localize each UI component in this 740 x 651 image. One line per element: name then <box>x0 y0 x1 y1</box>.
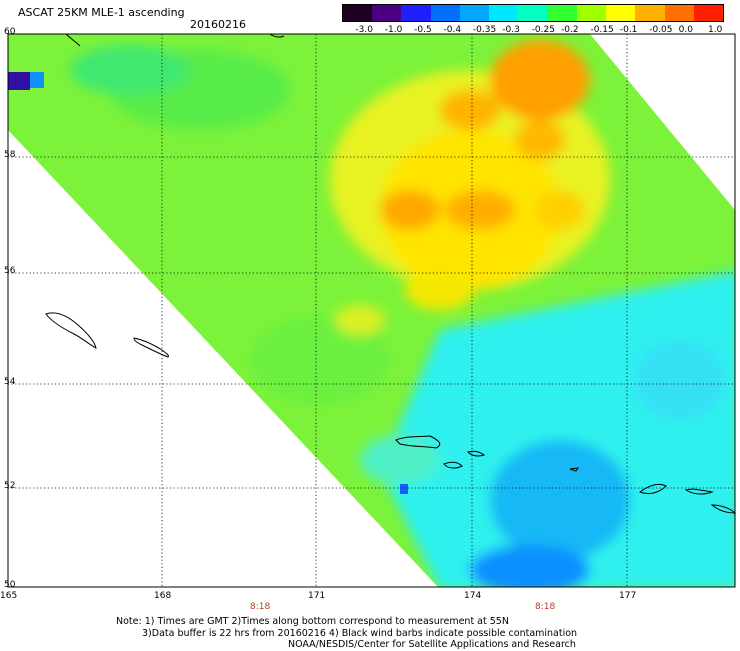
colorbar-swatch <box>518 5 548 21</box>
colorbar-label: -0.1 <box>619 25 638 35</box>
lat-label-58: 58 <box>4 150 16 160</box>
colorbar-label: -0.25 <box>531 25 555 35</box>
lon-label-171: 171 <box>308 591 326 601</box>
lat-label-56: 56 <box>4 266 16 276</box>
colorbar-labels: -3.0 -1.0 -0.5 -0.4 -0.35 -0.3 -0.25 -0.2 -0.15-… <box>330 25 740 37</box>
colorbar-swatch <box>343 5 373 21</box>
colorbar-label: -0.05 <box>649 25 673 35</box>
colorbar-swatch <box>606 5 636 21</box>
colorbar-label: 1.0 <box>708 25 723 35</box>
colorbar-swatch <box>664 5 694 21</box>
colorbar-swatch <box>576 5 607 21</box>
colorbar-label: -3.0 <box>355 25 373 35</box>
colorbar-swatch <box>635 5 665 21</box>
colorbar-swatch <box>547 5 577 21</box>
lon-label-165: 165 <box>0 591 18 601</box>
colorbar-label: -1.0 <box>384 25 403 35</box>
note-line-3: NOAA/NESDIS/Center for Satellite Applica… <box>288 639 576 650</box>
map-title: ASCAT 25KM MLE-1 ascending <box>18 6 185 19</box>
lat-label-54: 54 <box>4 377 16 387</box>
colorbar-swatch <box>430 5 460 21</box>
footnotes: Note: 1) Times are GMT 2)Times along bot… <box>116 616 577 651</box>
colorbar <box>342 4 724 22</box>
note-line-1: Note: 1) Times are GMT 2)Times along bot… <box>116 616 509 627</box>
colorbar-label: -0.4 <box>443 25 462 35</box>
colorbar-label: -0.2 <box>561 25 579 35</box>
note-line-2: 3)Data buffer is 22 hrs from 20160216 4)… <box>142 627 578 639</box>
time-label-2: 8:18 <box>535 602 556 612</box>
colorbar-swatch <box>459 5 490 21</box>
colorbar-label: -0.3 <box>502 25 520 35</box>
colorbar-swatch <box>693 5 724 21</box>
colorbar-label: -0.15 <box>590 25 614 35</box>
coastlines <box>45 33 737 514</box>
colorbar-swatch <box>401 5 431 21</box>
time-label-1: 8:18 <box>250 602 271 612</box>
lat-label-60: 60 <box>4 27 16 37</box>
lon-label-177: 177 <box>619 591 637 601</box>
lon-label-168: 168 <box>154 591 172 601</box>
lat-label-52: 52 <box>4 481 16 491</box>
colorbar-label: -0.5 <box>414 25 432 35</box>
map-date: 20160216 <box>190 18 246 31</box>
colorbar-label: 0.0 <box>678 25 693 35</box>
lon-label-174: 174 <box>464 591 482 601</box>
lat-label-50: 50 <box>4 580 16 590</box>
colorbar-swatch <box>489 5 519 21</box>
colorbar-swatch <box>372 5 402 21</box>
colorbar-label: -0.35 <box>472 25 497 35</box>
graticule <box>8 34 735 587</box>
